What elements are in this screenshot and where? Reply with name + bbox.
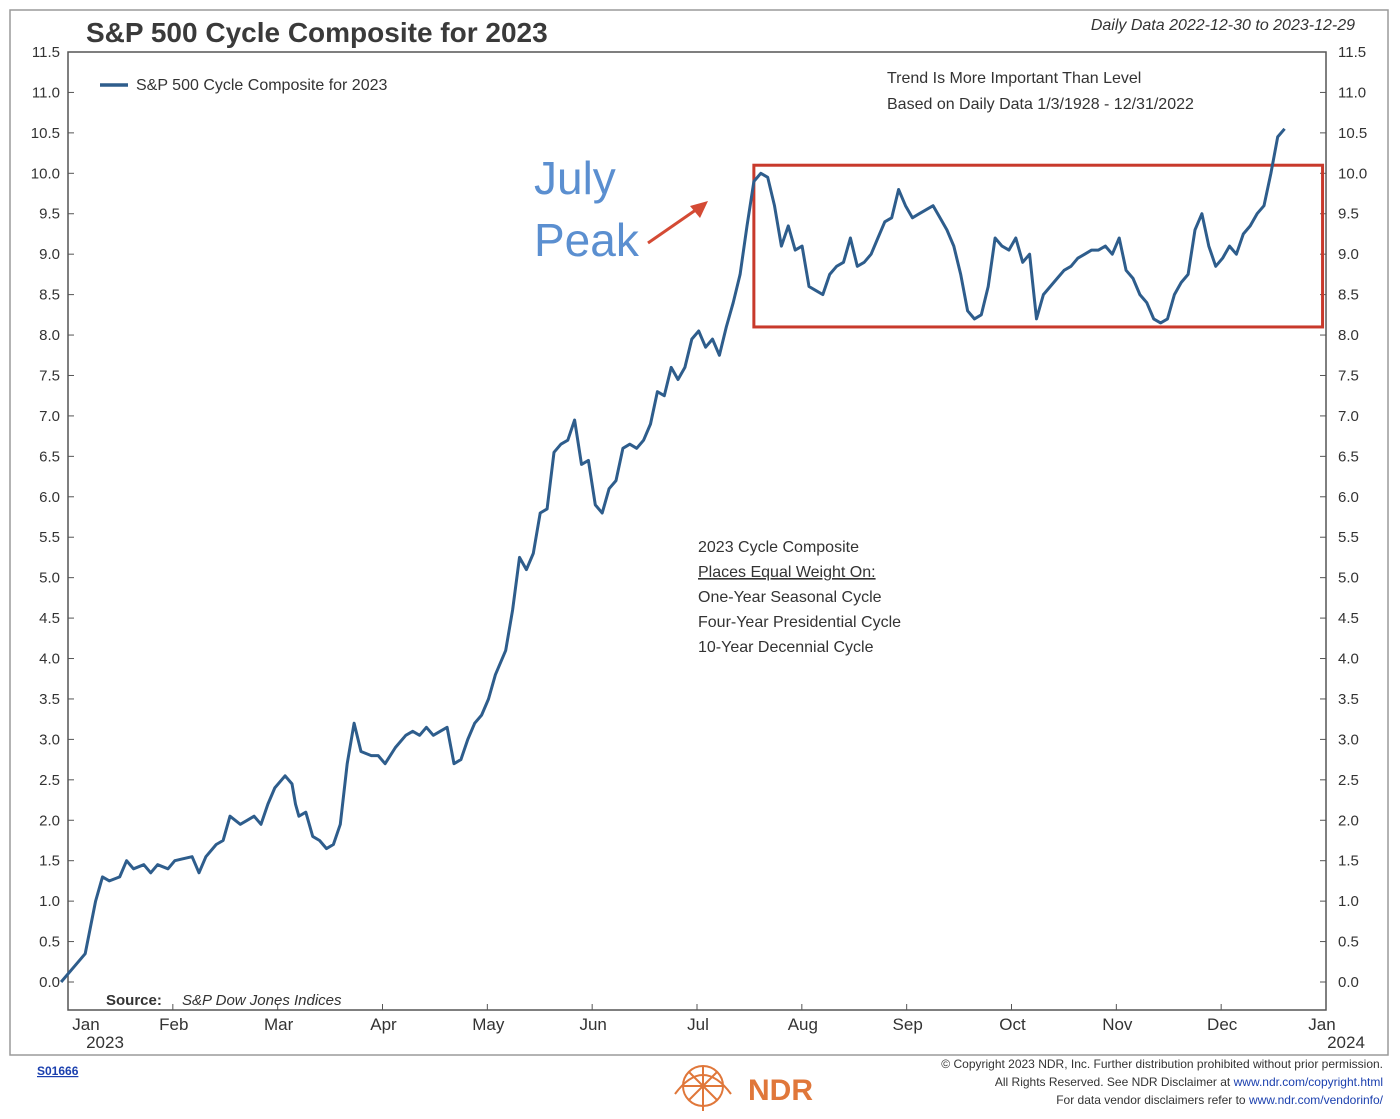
y-tick-label-right: 7.5 — [1338, 367, 1359, 384]
annotation-july: July — [534, 152, 616, 204]
highlight-box — [752, 163, 1325, 329]
source-label: Source: — [106, 992, 162, 1009]
y-tick-label-right: 6.5 — [1338, 448, 1359, 465]
y-tick-label: 2.0 — [39, 812, 60, 829]
copyright-line3-text: For data vendor disclaimers refer to — [1056, 1093, 1249, 1107]
y-tick-label: 7.0 — [39, 408, 60, 425]
y-tick-label: 2.5 — [39, 772, 60, 789]
x-tick-label: Oct — [999, 1015, 1026, 1034]
y-tick-label: 7.5 — [39, 367, 60, 384]
chart-code-link[interactable]: S01666 — [37, 1064, 79, 1078]
y-tick-label-right: 7.0 — [1338, 408, 1359, 425]
y-tick-label: 3.0 — [39, 731, 60, 748]
trend-note-line1: Trend Is More Important Than Level — [887, 70, 1141, 87]
composite-item-decennial: 10-Year Decennial Cycle — [698, 639, 874, 656]
y-tick-label: 11.0 — [32, 84, 60, 101]
x-tick-label: Aug — [788, 1015, 818, 1034]
y-tick-label: 4.0 — [39, 651, 60, 668]
x-tick-year-label: 2023 — [86, 1033, 124, 1052]
y-tick-label: 1.0 — [39, 893, 60, 910]
y-tick-label: 6.0 — [39, 489, 60, 506]
composite-subheading: Places Equal Weight On: — [698, 564, 876, 581]
x-tick-label: Apr — [370, 1015, 397, 1034]
x-tick-label: Nov — [1102, 1015, 1133, 1034]
ndr-brand-text: NDR — [748, 1074, 813, 1107]
y-tick-label: 4.5 — [39, 610, 60, 627]
plot-area — [67, 51, 1327, 1011]
y-tick-label: 0.5 — [39, 934, 60, 951]
y-tick-label-right: 1.5 — [1338, 853, 1359, 870]
outer-frame — [9, 9, 1389, 1056]
y-tick-label-right: 2.0 — [1338, 812, 1359, 829]
y-tick-label-right: 10.0 — [1338, 165, 1367, 182]
chart-title: S&P 500 Cycle Composite for 2023 — [86, 17, 548, 48]
y-tick-label: 8.0 — [39, 327, 60, 344]
composite-heading: 2023 Cycle Composite — [698, 539, 859, 556]
y-tick-label-right: 10.5 — [1338, 125, 1367, 142]
y-tick-label-right: 8.5 — [1338, 287, 1359, 304]
y-tick-label: 5.5 — [39, 529, 60, 546]
y-tick-label: 6.5 — [39, 448, 60, 465]
y-tick-label-right: 4.0 — [1338, 651, 1359, 668]
y-tick-label-right: 2.5 — [1338, 772, 1359, 789]
copyright-line2: All Rights Reserved. See NDR Disclaimer … — [995, 1075, 1383, 1089]
composite-item-seasonal: One-Year Seasonal Cycle — [698, 589, 882, 606]
x-tick-label: May — [472, 1015, 505, 1034]
y-tick-label-right: 4.5 — [1338, 610, 1359, 627]
x-tick-label: Jul — [687, 1015, 709, 1034]
y-tick-label-right: 8.0 — [1338, 327, 1359, 344]
y-tick-label-right: 1.0 — [1338, 893, 1359, 910]
copyright-line3: For data vendor disclaimers refer to www… — [1056, 1093, 1383, 1107]
copyright-line1: © Copyright 2023 NDR, Inc. Further distr… — [941, 1057, 1383, 1071]
trend-note-line2: Based on Daily Data 1/3/1928 - 12/31/202… — [887, 96, 1194, 113]
y-tick-label-right: 9.0 — [1338, 246, 1359, 263]
y-tick-label-right: 3.5 — [1338, 691, 1359, 708]
composite-item-presidential: Four-Year Presidential Cycle — [698, 614, 901, 631]
y-tick-label: 9.5 — [39, 206, 60, 223]
y-tick-label-right: 5.5 — [1338, 529, 1359, 546]
copyright-link[interactable]: www.ndr.com/copyright.html — [1233, 1075, 1383, 1089]
x-tick-label: Jan — [72, 1015, 99, 1034]
y-tick-label-right: 11.5 — [1338, 44, 1366, 61]
ndr-logo: NDR — [674, 1065, 813, 1111]
copyright-line2-text: All Rights Reserved. See NDR Disclaimer … — [995, 1075, 1234, 1089]
y-tick-label: 10.0 — [31, 165, 60, 182]
y-axis-right: 0.0 0.5 1.0 1.5 2.0 2.5 3.0 3.5 4.0 4.5 5.0 5.5 6.0 6… — [1320, 44, 1367, 991]
chart-subtitle: Daily Data 2022-12-30 to 2023-12-29 — [1091, 17, 1355, 34]
y-tick-label: 5.0 — [39, 570, 60, 587]
annotation-arrow — [647, 205, 701, 245]
x-tick-label: Dec — [1207, 1015, 1238, 1034]
x-tick-year-label: 2024 — [1327, 1033, 1365, 1052]
y-tick-label: 11.5 — [32, 44, 60, 61]
y-tick-label: 10.5 — [31, 125, 60, 142]
x-tick-label: Mar — [264, 1015, 294, 1034]
y-tick-label-right: 0.0 — [1338, 974, 1359, 991]
source-value: S&P Dow Jones Indices — [182, 992, 342, 1009]
y-tick-label: 3.5 — [39, 691, 60, 708]
y-tick-label-right: 0.5 — [1338, 934, 1359, 951]
y-tick-label-right: 6.0 — [1338, 489, 1359, 506]
y-tick-label: 1.5 — [39, 853, 60, 870]
y-tick-label-right: 11.0 — [1338, 84, 1366, 101]
x-tick-label: Jun — [579, 1015, 606, 1034]
y-tick-label: 0.0 — [39, 974, 60, 991]
vendor-info-link[interactable]: www.ndr.com/vendorinfo/ — [1248, 1093, 1384, 1107]
x-tick-label: Sep — [893, 1015, 923, 1034]
y-tick-label-right: 5.0 — [1338, 570, 1359, 587]
annotation-arrowhead — [690, 201, 708, 218]
ndr-emblem-icon — [674, 1065, 732, 1111]
series-line-cycle-composite — [59, 127, 1286, 983]
y-tick-label-right: 3.0 — [1338, 731, 1359, 748]
y-axis-left: 0.0 0.5 1.0 1.5 2.0 2.5 3.0 3.5 4.0 4.5 5.0 5.5 6.0 6… — [31, 44, 74, 991]
y-tick-label-right: 9.5 — [1338, 206, 1359, 223]
y-tick-label: 9.0 — [39, 246, 60, 263]
y-tick-label: 8.5 — [39, 287, 60, 304]
x-tick-label: Jan — [1308, 1015, 1335, 1034]
x-tick-label: Feb — [159, 1015, 188, 1034]
legend-label: S&P 500 Cycle Composite for 2023 — [136, 77, 388, 94]
annotation-peak: Peak — [534, 214, 640, 266]
